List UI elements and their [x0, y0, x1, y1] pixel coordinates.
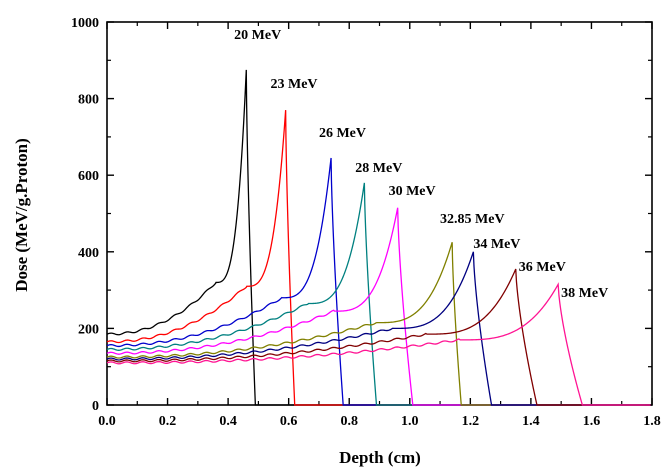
energy-label: 34 MeV	[473, 237, 520, 252]
x-axis-title: Depth (cm)	[339, 448, 421, 467]
y-tick-label: 800	[78, 93, 99, 108]
y-axis-title: Dose (MeV/g.Proton)	[12, 138, 31, 292]
series-line	[106, 268, 651, 406]
y-tick-label: 1000	[71, 16, 99, 31]
series-line	[106, 110, 651, 406]
energy-label: 36 MeV	[519, 260, 566, 275]
energy-label: 23 MeV	[271, 77, 318, 92]
x-tick-label: 0.8	[340, 414, 358, 429]
series-line	[106, 242, 651, 406]
x-tick-label: 1.6	[583, 414, 601, 429]
y-tick-label: 200	[78, 322, 99, 337]
energy-label: 20 MeV	[234, 28, 281, 43]
energy-label: 32.85 MeV	[440, 212, 505, 227]
x-tick-label: 1.0	[401, 414, 419, 429]
series-line	[106, 157, 651, 406]
x-tick-label: 1.4	[522, 414, 540, 429]
label-layer: 20 MeV 23 MeV 26 MeV 28 MeV 30 MeV 32.85 MeV 3…	[234, 28, 608, 301]
x-tick-label: 0.4	[219, 414, 237, 429]
x-tick-label: 0.0	[98, 414, 116, 429]
energy-label: 38 MeV	[561, 286, 608, 301]
series-line	[106, 182, 651, 406]
series-line	[106, 207, 651, 406]
energy-label: 28 MeV	[355, 161, 402, 176]
y-tick-label: 600	[78, 169, 99, 184]
series-line	[106, 251, 651, 406]
y-tick-label: 400	[78, 246, 99, 261]
x-tick-label: 0.2	[159, 414, 177, 429]
x-tick-label: 0.6	[280, 414, 298, 429]
energy-label: 26 MeV	[319, 126, 366, 141]
series-layer	[106, 69, 651, 406]
series-line	[106, 69, 651, 406]
energy-label: 30 MeV	[389, 184, 436, 199]
x-tick-label: 1.2	[462, 414, 480, 429]
series-line	[106, 282, 651, 406]
y-tick-label: 0	[92, 399, 99, 414]
x-tick-label: 1.8	[643, 414, 661, 429]
